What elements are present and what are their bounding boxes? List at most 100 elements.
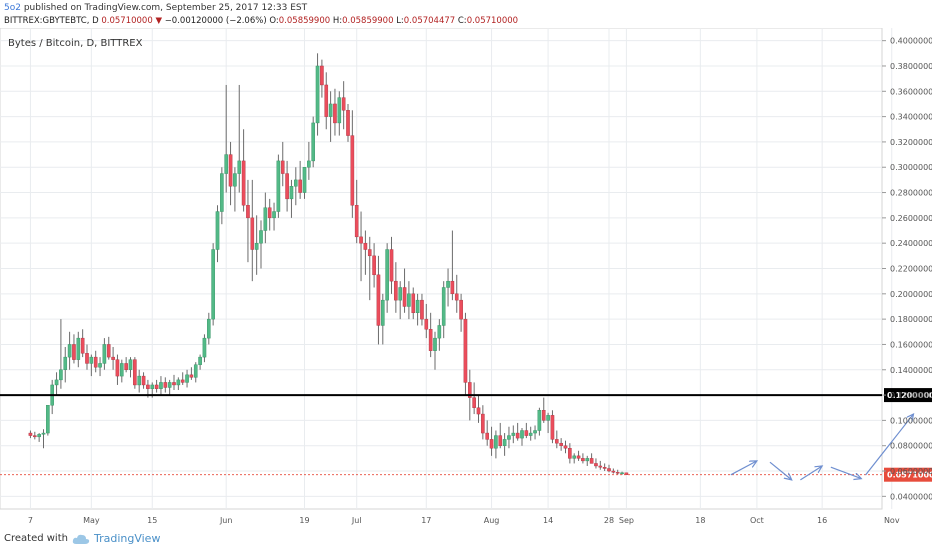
candle-body [454,293,459,301]
last-price-label: 0.05710000 [887,471,932,480]
candle-body [333,103,337,124]
candle-body [198,356,202,365]
candle-body [93,356,98,368]
projection-arrow[interactable] [730,461,757,476]
candle-body [224,154,229,174]
x-tick-label: Nov [884,516,900,525]
candle-body [298,179,302,193]
candle-body [315,65,320,124]
candle-body [524,430,529,436]
candle-body [363,242,368,250]
last-price-tag [884,467,932,482]
candle-body [233,173,237,187]
candle-body [546,415,550,421]
candle-body [489,439,494,449]
candle-body [220,173,224,212]
candle-body [46,405,50,434]
candle-body [250,217,255,250]
candle-body [568,448,572,459]
tradingview-logo-text[interactable]: TradingView [93,532,161,545]
candle-body [141,375,146,386]
candle-body [106,344,111,358]
candle-body [307,160,311,168]
candle-body [159,382,163,389]
candle-body [559,442,563,446]
candle-body [589,458,594,464]
candle-body [367,249,372,257]
candle-body [433,337,437,351]
projection-arrow[interactable] [800,466,822,481]
candle-body [541,410,546,421]
candle-body [176,379,181,386]
candle-body [215,211,220,250]
candle-body [41,432,46,435]
candle-body [507,435,511,440]
candle-body [624,472,629,475]
candle-body [563,445,568,449]
open-value: 0.05859900 [278,16,331,26]
candle-body [111,356,115,360]
projection-arrow[interactable] [865,414,914,476]
author-link[interactable]: 5o2 [4,3,21,13]
price-change: −0.00120000 (−2.06%) [164,16,267,26]
candle-body [98,363,102,368]
grid [0,28,893,509]
candle-body [555,439,559,444]
candle-body [359,236,363,244]
y-tick-label: 0.04000000 [890,492,932,501]
candle-body [167,382,172,388]
close-label: C: [457,16,467,26]
x-tick-label: 7 [28,516,33,525]
candle-body [607,468,611,472]
close-value: 0.05710000 [466,16,519,26]
x-tick-label: Oct [750,516,764,525]
candle-body [394,280,398,301]
candle-body [115,359,120,377]
high-label: H: [332,16,343,26]
time-axis[interactable]: 7May15Jun19Jul17Aug1428Sep18Oct16Nov13 [28,516,932,525]
candle-body [137,375,142,386]
candle-body [263,207,268,231]
candle-body [272,211,276,219]
candle-body [528,432,533,436]
candle-body [172,382,176,386]
candle-body [124,363,128,370]
x-tick-label: 19 [299,516,309,525]
x-tick-label: 16 [817,516,827,525]
candle-body [576,455,581,459]
x-tick-label: Aug [484,516,500,525]
open-label: O: [269,16,279,26]
candle-body [376,274,381,326]
candle-body [572,455,576,459]
candle-body [385,249,389,301]
candle-body [350,135,355,206]
candle-body [28,432,33,436]
x-tick-label: 17 [421,516,431,525]
candle-body [520,430,524,439]
x-tick-label: Jun [219,516,233,525]
projection-arrow[interactable] [830,466,861,478]
x-tick-label: 18 [695,516,705,525]
projection-arrow[interactable] [769,461,792,480]
candle-body [267,207,272,219]
candle-body [485,432,490,440]
candle-body [189,374,194,378]
candle-body [33,435,37,438]
projection-arrows [730,414,914,481]
candle-body [463,318,468,383]
quote-line: BITTREX:GBYTEBTC, D 0.05710000 ▼ −0.0012… [4,16,518,26]
candle-body [615,472,620,474]
candle-body [450,280,455,295]
